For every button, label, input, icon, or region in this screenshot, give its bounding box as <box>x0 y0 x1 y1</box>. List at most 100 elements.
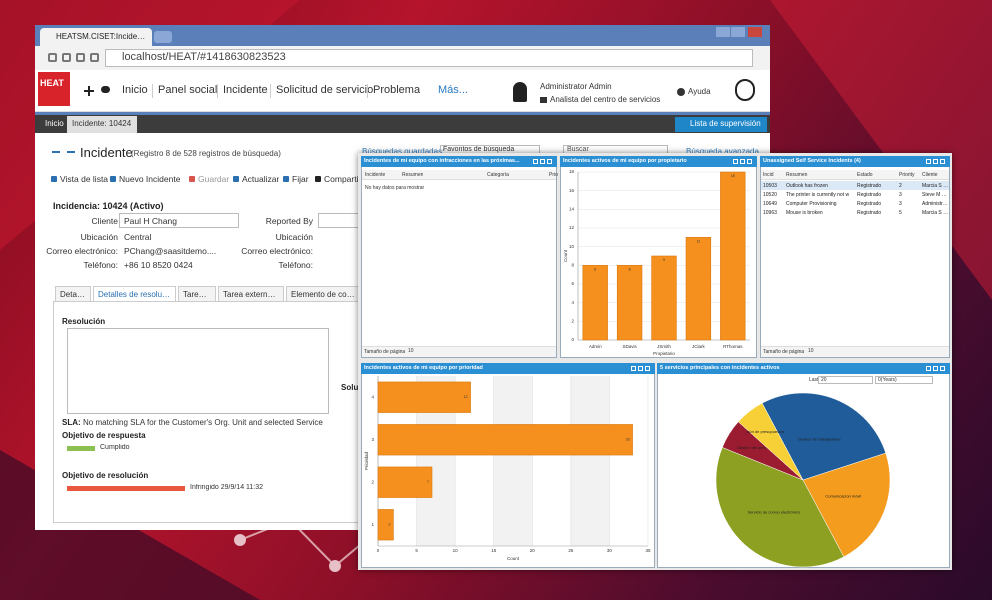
panel-header <box>760 156 950 167</box>
panel-tool[interactable] <box>631 366 636 371</box>
app-nav <box>35 70 770 112</box>
panel-tool[interactable] <box>540 159 545 164</box>
value-label: 8 <box>594 267 596 271</box>
slice-label: Gestión del serv <box>737 445 766 450</box>
panel-tool[interactable] <box>747 159 752 164</box>
y-tick-label: 4 <box>571 300 574 305</box>
table-header <box>761 170 949 180</box>
value-label: 9 <box>663 258 665 262</box>
x-tick-label: RThomas <box>723 344 743 349</box>
y-tick-label: 2 <box>571 319 574 324</box>
response-bar <box>67 446 95 451</box>
panel-tool[interactable] <box>933 366 938 371</box>
nav-button[interactable] <box>48 53 57 62</box>
y-tick-label: 6 <box>571 281 574 286</box>
bar <box>377 509 394 541</box>
panel-tool[interactable] <box>926 159 931 164</box>
table-header <box>362 170 556 180</box>
toolbar-icon <box>233 176 239 182</box>
toolbar-icon <box>283 176 289 182</box>
y-tick-label: 4 <box>371 394 374 399</box>
panel-tool[interactable] <box>926 366 931 371</box>
value-label: 11 <box>697 239 701 243</box>
y-tick-label: 10 <box>569 244 575 249</box>
panel-tool[interactable] <box>533 159 538 164</box>
breadcrumb-tab <box>67 116 137 133</box>
user-icon <box>513 82 527 102</box>
bar <box>377 381 471 413</box>
value-label: 8 <box>629 267 631 271</box>
value-label: 2 <box>388 523 390 527</box>
panel-header <box>657 363 950 374</box>
address-bar <box>105 49 753 67</box>
pie-slice <box>761 392 887 481</box>
slice-label: Gestión de trabajadores <box>798 437 841 442</box>
panel-tool[interactable] <box>940 366 945 371</box>
toolbar-icon <box>189 176 195 182</box>
x-tick-label: 10 <box>453 548 459 553</box>
toolbar-icon <box>110 176 116 182</box>
panel-tool[interactable] <box>940 159 945 164</box>
chat-icon <box>101 86 110 93</box>
row-highlight <box>761 181 949 190</box>
value-label: 7 <box>427 480 429 484</box>
bar <box>720 171 746 341</box>
x-tick-label: SDavis <box>622 344 637 349</box>
panel <box>361 156 557 358</box>
prev-arrow[interactable] <box>52 151 60 153</box>
x-tick-label: 25 <box>568 548 574 553</box>
x-tick-label: 15 <box>491 548 497 553</box>
x-tick-label: 5 <box>415 548 418 553</box>
x-tick-label: 30 <box>607 548 613 553</box>
grid-band <box>493 376 533 546</box>
filter-unit[interactable]: 0(Years) <box>875 376 933 384</box>
bar <box>616 265 643 341</box>
bar <box>377 424 633 456</box>
window-control[interactable] <box>731 27 745 37</box>
browser-tab <box>40 28 152 46</box>
y-tick-label: 1 <box>371 522 374 527</box>
nav-button[interactable] <box>76 53 85 62</box>
bg-node <box>329 560 341 572</box>
x-tick-label: JClark <box>692 344 706 349</box>
x-tick-label: 35 <box>645 548 651 553</box>
watch-list-button <box>675 117 767 132</box>
new-tab[interactable] <box>154 31 172 43</box>
panel-tool[interactable] <box>740 159 745 164</box>
panel-tool[interactable] <box>638 366 643 371</box>
panel-tool[interactable] <box>645 366 650 371</box>
x-tick-label: 0 <box>377 548 380 553</box>
x-axis-label: Propietario <box>653 351 675 356</box>
panel-tool[interactable] <box>733 159 738 164</box>
window-control[interactable] <box>716 27 730 37</box>
window-control[interactable] <box>748 27 762 37</box>
bg-network <box>239 518 361 568</box>
role-icon <box>540 97 547 103</box>
panel-footer <box>761 346 949 357</box>
slice-label: Comunicación móvil <box>825 493 861 498</box>
nav-separator <box>152 84 153 98</box>
pie-slice <box>737 402 804 481</box>
nav-button[interactable] <box>62 53 71 62</box>
nav-separator <box>367 84 368 98</box>
y-tick-label: 18 <box>569 169 575 174</box>
panel-header <box>361 156 557 167</box>
panel-tool[interactable] <box>547 159 552 164</box>
toolbar-icon <box>51 176 57 182</box>
nav-button[interactable] <box>90 53 99 62</box>
next-arrow[interactable] <box>67 151 75 153</box>
bar <box>651 255 677 341</box>
pie-slice <box>802 452 891 558</box>
panel-header <box>361 363 655 374</box>
y-axis-label: Prioridad <box>364 452 369 471</box>
value-label: 12 <box>464 395 468 399</box>
panel-tool[interactable] <box>933 159 938 164</box>
y-tick-label: 8 <box>571 263 574 268</box>
x-tick-label: 20 <box>530 548 536 553</box>
x-tick-label: Admin <box>589 344 602 349</box>
y-tick-label: 3 <box>371 437 374 442</box>
filter-value[interactable]: 20 <box>818 376 873 384</box>
power-button[interactable] <box>735 79 755 101</box>
